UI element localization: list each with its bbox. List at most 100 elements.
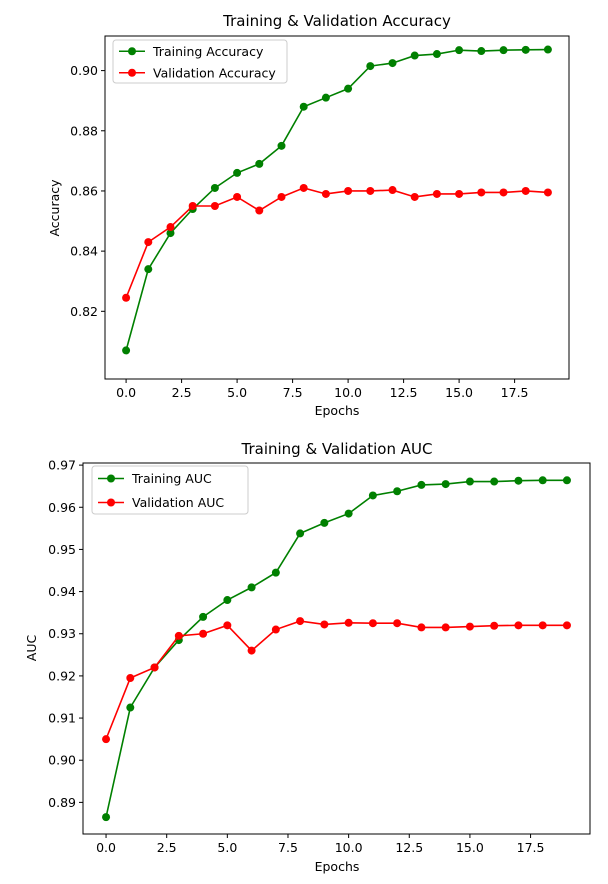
legend-swatch-marker bbox=[128, 68, 136, 77]
chart-title: Training & Validation AUC bbox=[241, 440, 433, 458]
data-point-training bbox=[388, 59, 397, 68]
data-point-validation bbox=[255, 206, 264, 215]
data-point-training bbox=[344, 84, 353, 93]
series-line-validation bbox=[105, 620, 567, 740]
legend bbox=[112, 39, 288, 84]
data-point-validation bbox=[393, 619, 402, 628]
data-point-validation bbox=[199, 629, 208, 638]
data-point-validation bbox=[321, 189, 330, 198]
auc-figure: Training & Validation AUC Epochs AUC 0.0… bbox=[0, 430, 608, 884]
data-point-validation bbox=[344, 618, 353, 627]
x-tick-label: 10.0 bbox=[334, 385, 362, 400]
data-point-training bbox=[321, 93, 330, 102]
data-point-training bbox=[344, 509, 353, 518]
data-point-training bbox=[410, 51, 419, 60]
chart-title: Training & Validation Accuracy bbox=[222, 12, 451, 30]
data-point-training bbox=[417, 480, 426, 489]
data-point-validation bbox=[277, 192, 286, 201]
data-point-training bbox=[166, 229, 175, 238]
y-tick-label: 0.86 bbox=[70, 183, 98, 198]
data-point-validation bbox=[432, 189, 441, 198]
x-tick-label: 5.0 bbox=[227, 385, 247, 400]
data-point-validation bbox=[150, 663, 159, 672]
y-tick-label: 0.96 bbox=[48, 500, 76, 515]
y-tick-label: 0.82 bbox=[70, 304, 98, 319]
legend-label: Validation Accuracy bbox=[153, 65, 276, 80]
data-point-training bbox=[441, 480, 450, 489]
data-point-validation bbox=[538, 621, 547, 630]
data-point-validation bbox=[247, 646, 256, 655]
accuracy-chart: Training & Validation Accuracy Epochs Ac… bbox=[47, 12, 570, 418]
x-tick-label: 0.0 bbox=[116, 385, 136, 400]
data-point-training bbox=[210, 183, 219, 192]
data-point-training bbox=[247, 583, 256, 592]
x-tick-label: 12.5 bbox=[395, 840, 423, 855]
data-point-validation bbox=[441, 623, 450, 632]
data-point-validation bbox=[455, 189, 464, 198]
x-tick-label: 15.0 bbox=[445, 385, 473, 400]
data-point-training bbox=[521, 45, 530, 54]
data-point-validation bbox=[174, 631, 183, 640]
data-point-validation bbox=[188, 201, 197, 210]
data-point-validation bbox=[410, 192, 419, 201]
data-point-training bbox=[490, 477, 499, 486]
legend-label: Training Accuracy bbox=[152, 44, 264, 59]
y-tick-label: 0.84 bbox=[70, 244, 98, 259]
y-tick-label: 0.88 bbox=[70, 123, 98, 138]
data-point-training bbox=[102, 813, 111, 822]
legend-label: Validation AUC bbox=[132, 495, 224, 510]
y-tick-label: 0.89 bbox=[48, 795, 76, 810]
data-point-training bbox=[393, 487, 402, 496]
data-point-training bbox=[538, 476, 547, 485]
legend-swatch-marker bbox=[107, 498, 115, 507]
data-point-training bbox=[477, 47, 486, 56]
data-point-validation bbox=[320, 620, 329, 629]
data-point-training bbox=[296, 529, 305, 538]
legend-label: Training AUC bbox=[131, 471, 212, 486]
data-point-training bbox=[320, 518, 329, 527]
data-point-validation bbox=[344, 186, 353, 195]
accuracy-figure: Training & Validation Accuracy Epochs Ac… bbox=[0, 0, 608, 430]
data-point-validation bbox=[499, 188, 508, 197]
data-point-validation bbox=[477, 188, 486, 197]
legend-swatch-marker bbox=[107, 474, 115, 483]
data-point-training bbox=[543, 45, 552, 54]
data-point-validation bbox=[210, 201, 219, 210]
data-point-training bbox=[432, 50, 441, 59]
data-point-training bbox=[299, 102, 308, 111]
y-axis-label: AUC bbox=[24, 635, 39, 662]
data-point-validation bbox=[122, 293, 131, 302]
x-tick-label: 17.5 bbox=[517, 840, 545, 855]
series-line-training bbox=[105, 479, 567, 818]
data-point-validation bbox=[223, 621, 232, 630]
x-tick-label: 5.0 bbox=[217, 840, 237, 855]
data-point-validation bbox=[388, 186, 397, 195]
data-point-training bbox=[465, 477, 474, 486]
y-tick-label: 0.95 bbox=[48, 542, 76, 557]
plot-frame bbox=[82, 462, 591, 835]
data-point-training bbox=[368, 491, 377, 500]
x-axis-label: Epochs bbox=[315, 403, 360, 418]
x-tick-label: 12.5 bbox=[390, 385, 418, 400]
x-tick-label: 15.0 bbox=[456, 840, 484, 855]
data-point-training bbox=[271, 568, 280, 577]
x-tick-label: 0.0 bbox=[96, 840, 116, 855]
x-tick-label: 7.5 bbox=[283, 385, 303, 400]
y-tick-label: 0.94 bbox=[48, 584, 76, 599]
data-point-validation bbox=[490, 621, 499, 630]
data-point-validation bbox=[299, 183, 308, 192]
data-point-training bbox=[277, 141, 286, 150]
data-point-validation bbox=[102, 735, 111, 744]
data-point-validation bbox=[296, 617, 305, 626]
data-point-training bbox=[144, 265, 153, 274]
data-point-validation bbox=[366, 186, 375, 195]
data-point-training bbox=[233, 168, 242, 177]
x-axis-label: Epochs bbox=[315, 859, 360, 874]
data-point-training bbox=[366, 62, 375, 71]
data-point-training bbox=[255, 159, 264, 168]
data-point-validation bbox=[233, 192, 242, 201]
y-axis-label: Accuracy bbox=[47, 179, 62, 237]
data-point-training bbox=[199, 612, 208, 621]
legend bbox=[91, 465, 249, 515]
y-tick-label: 0.97 bbox=[48, 458, 76, 473]
